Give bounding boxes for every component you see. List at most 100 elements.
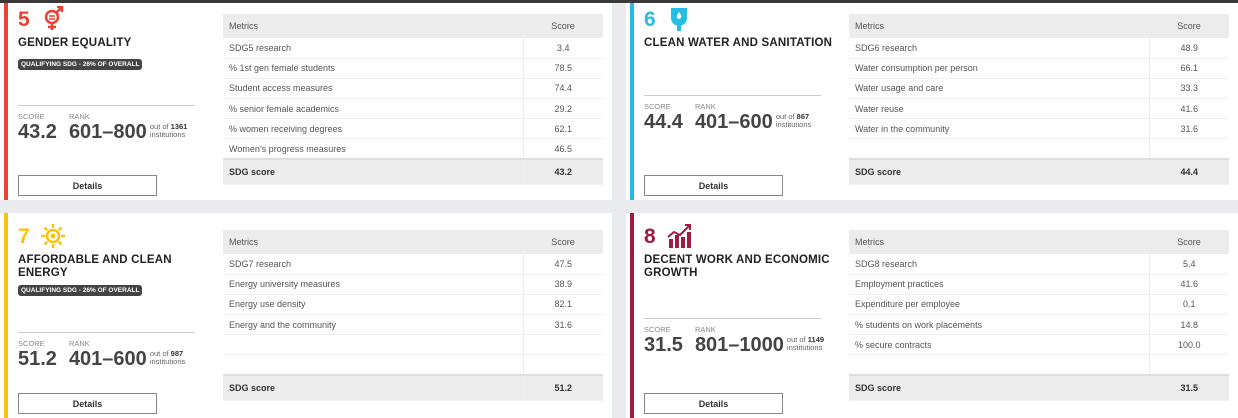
table-header: Metrics Score <box>223 14 603 38</box>
metric-name: Water reuse <box>849 98 1149 120</box>
sdg-color-bar <box>630 213 634 418</box>
metric-name <box>223 334 523 356</box>
sdg-title: DECENT WORK AND ECONOMIC GROWTH <box>644 254 830 279</box>
metric-row: Women’s progress measures 46.5 <box>223 138 603 160</box>
metric-row: Energy use density 82.1 <box>223 294 603 316</box>
sdg-card-5: 5 GENDER EQUALITY QUALIFYING SDG - 26% O… <box>0 3 612 200</box>
metric-name: % secure contracts <box>849 334 1149 356</box>
sdg-color-bar <box>630 3 634 200</box>
total-institutions: 1361 <box>170 122 188 131</box>
metric-score: 33.3 <box>1148 78 1229 100</box>
metric-name <box>849 138 1149 160</box>
metric-name: Employment practices <box>849 274 1149 295</box>
out-of-label: out of <box>775 112 795 121</box>
rank-block: RANK 601–800 <box>69 112 147 143</box>
rank-value: 401–600 <box>68 348 147 370</box>
table-header: Metrics Score <box>849 14 1229 38</box>
metric-score: 47.5 <box>522 254 603 275</box>
metric-row <box>223 334 603 356</box>
metrics-header: Metrics <box>849 230 1149 254</box>
metric-score: 41.6 <box>1148 98 1229 120</box>
metric-name: Energy use density <box>223 294 523 316</box>
metric-score: 100.0 <box>1148 334 1229 356</box>
metric-name: Student access measures <box>223 78 523 100</box>
qualifying-badge: QUALIFYING SDG - 26% OF OVERALL <box>18 59 143 70</box>
metric-score <box>1148 138 1229 160</box>
sdg-title: AFFORDABLE AND CLEAN ENERGY <box>18 254 172 279</box>
sdg-number: 8 <box>644 225 656 248</box>
details-button[interactable]: Details <box>18 175 157 196</box>
metric-name: Water in the community <box>849 118 1149 140</box>
sdg-score-row: SDG score 51.2 <box>223 374 603 401</box>
details-button[interactable]: Details <box>644 393 783 414</box>
metric-name <box>849 354 1149 376</box>
rank-value: 401–600 <box>694 111 773 133</box>
rank-label: RANK <box>68 112 90 121</box>
divider <box>644 95 821 96</box>
sdg-title: CLEAN WATER AND SANITATION <box>644 37 833 49</box>
sdg-title: GENDER EQUALITY <box>18 37 132 49</box>
details-button[interactable]: Details <box>18 393 157 414</box>
metric-name: Energy university measures <box>223 274 523 295</box>
total-institutions: 867 <box>796 112 810 121</box>
rank-total: out of 987 institutions <box>150 350 185 366</box>
water-drop-icon <box>671 8 687 31</box>
divider <box>644 318 821 319</box>
metric-name: Energy and the community <box>223 314 523 336</box>
metric-row: Water reuse 41.6 <box>849 98 1229 120</box>
sdg-card-8: 8 DECENT WORK AND ECONOMIC GROWTH SCORE 3… <box>626 213 1238 418</box>
metric-row: % students on work placements 14.8 <box>849 314 1229 336</box>
sdg-score-value: 43.2 <box>522 158 603 185</box>
metric-score: 14.8 <box>1148 314 1229 336</box>
qualifying-badge: QUALIFYING SDG - 26% OF OVERALL <box>18 285 143 296</box>
sdg-number: 5 <box>18 8 30 31</box>
total-institutions: 987 <box>170 349 184 358</box>
total-institutions: 1149 <box>807 335 825 344</box>
metric-score: 31.6 <box>522 314 603 336</box>
metric-score: 66.1 <box>1148 58 1229 79</box>
metric-row: SDG5 research 3.4 <box>223 38 603 59</box>
rank-label: RANK <box>68 339 90 348</box>
metric-row <box>849 138 1229 160</box>
sdg-score-label: SDG score <box>849 374 1149 401</box>
metrics-table: Metrics Score SDG7 research 47.5 Energy uni… <box>223 230 603 401</box>
metric-row: SDG7 research 47.5 <box>223 254 603 275</box>
metric-name: % students on work placements <box>849 314 1149 336</box>
metrics-table: Metrics Score SDG8 research 5.4 Employment … <box>849 230 1229 401</box>
score-rank-block: SCORE 43.2 RANK 601–800 out of 1361 institu… <box>18 112 187 143</box>
details-button[interactable]: Details <box>644 175 783 196</box>
overall-score: 51.2 <box>18 348 57 370</box>
metrics-header: Metrics <box>223 230 523 254</box>
metric-row: Expenditure per employee 0.1 <box>849 294 1229 316</box>
out-of-label: out of <box>149 349 169 358</box>
metric-row: % secure contracts 100.0 <box>849 334 1229 356</box>
metric-score <box>522 354 603 376</box>
metric-row: Water in the community 31.6 <box>849 118 1229 140</box>
institutions-label: institutions <box>149 357 186 366</box>
metric-row: Water consumption per person 66.1 <box>849 58 1229 79</box>
score-header: Score <box>523 230 603 254</box>
metric-score <box>1148 354 1229 376</box>
metric-score: 0.1 <box>1148 294 1229 316</box>
metric-score: 82.1 <box>522 294 603 316</box>
table-header: Metrics Score <box>849 230 1229 254</box>
metrics-header: Metrics <box>223 14 523 38</box>
metric-name: SDG8 research <box>849 254 1149 275</box>
sdg-score-label: SDG score <box>849 158 1149 185</box>
metric-score: 38.9 <box>522 274 603 295</box>
sun-icon <box>41 224 65 248</box>
score-header: Score <box>1149 230 1229 254</box>
metric-row: Student access measures 74.4 <box>223 78 603 100</box>
sdg-score-value: 31.5 <box>1148 374 1229 401</box>
score-block: SCORE 44.4 <box>644 102 683 133</box>
rank-total: out of 867 institutions <box>776 113 811 129</box>
metric-score <box>522 334 603 356</box>
metric-row: SDG6 research 48.9 <box>849 38 1229 59</box>
sdg-card-6: 6 CLEAN WATER AND SANITATION SCORE 44.4 R… <box>626 3 1238 200</box>
overall-score: 44.4 <box>644 111 683 133</box>
out-of-label: out of <box>149 122 169 131</box>
metric-name: Water consumption per person <box>849 58 1149 79</box>
sdg-number: 7 <box>18 225 30 248</box>
metric-row: Water usage and care 33.3 <box>849 78 1229 100</box>
score-block: SCORE 43.2 <box>18 112 57 143</box>
